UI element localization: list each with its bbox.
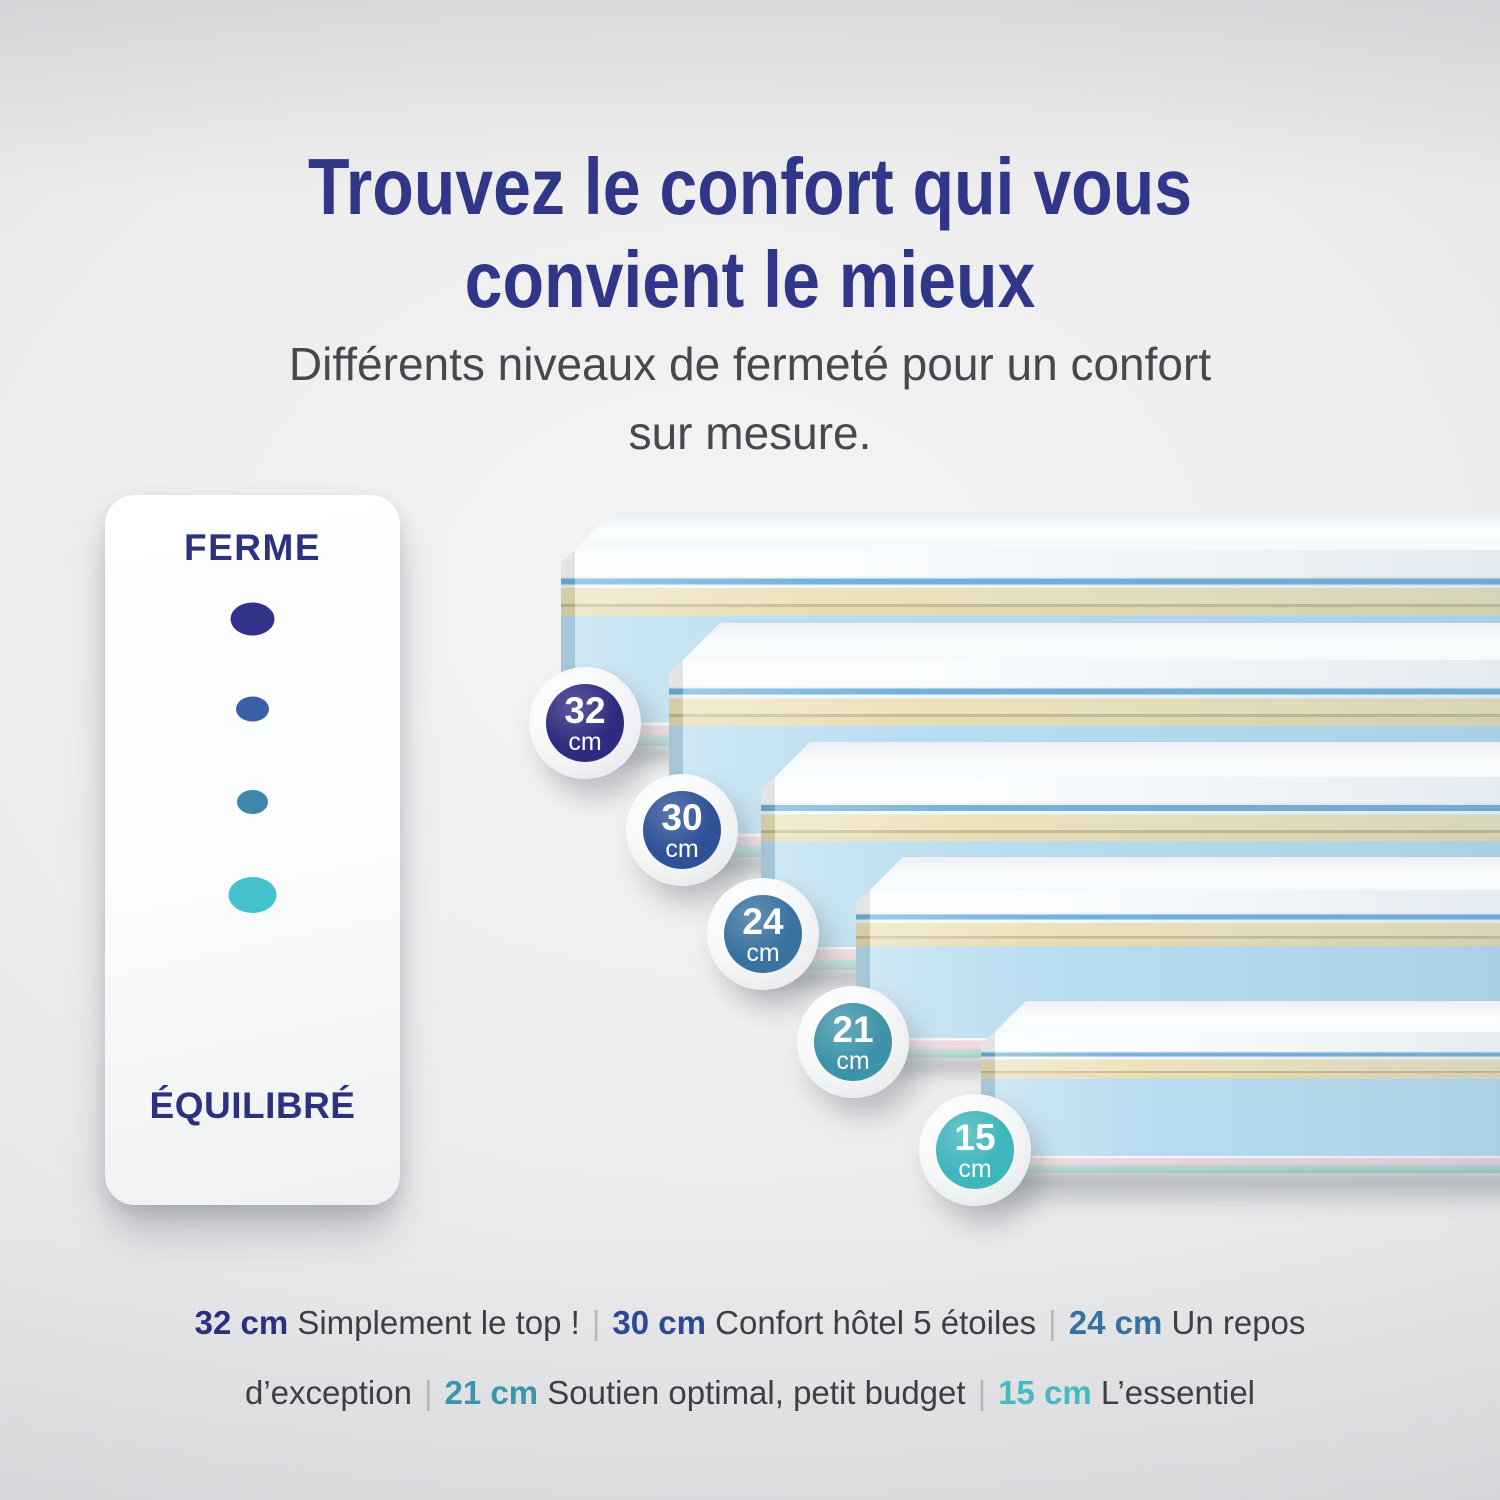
size-badge-unit: cm	[665, 834, 699, 863]
caption-separator: |	[423, 1373, 433, 1411]
mattress-top-face	[775, 742, 1500, 777]
size-badge-circle: 21 cm	[814, 1003, 892, 1081]
size-badge-circle: 24 cm	[724, 895, 802, 973]
firmness-label-ferme: FERME	[184, 527, 321, 568]
caption-description: Confort hôtel 5 étoiles	[715, 1304, 1037, 1341]
page-title: Trouvez le confort qui vous convient le …	[113, 140, 1388, 327]
caption-segment: 24 cm Un repos d’exception	[245, 1304, 1305, 1411]
scale-dot-ferme	[230, 602, 275, 636]
mattress-top-face	[870, 857, 1500, 890]
size-badge-unit: cm	[958, 1154, 992, 1183]
page-title-line2: convient le mieux	[464, 235, 1036, 325]
caption-size: 30 cm	[612, 1304, 706, 1341]
caption-segment: 21 cm Soutien optimal, petit budget	[445, 1374, 966, 1411]
mattress-front-face	[995, 1032, 1500, 1173]
mattress	[977, 1001, 1500, 1219]
caption-description: Soutien optimal, petit budget	[547, 1373, 966, 1411]
mattress-top-face	[683, 623, 1500, 660]
size-badge-value: 32	[564, 689, 606, 731]
size-badge-unit: cm	[568, 727, 602, 756]
caption-size: 24 cm	[1068, 1304, 1163, 1341]
size-badge-circle: 30 cm	[643, 791, 721, 869]
mattress-shadow	[977, 1173, 1500, 1219]
page-title-line1: Trouvez le confort qui vous	[307, 141, 1193, 231]
page-subtitle-line2: sur mesure.	[628, 407, 872, 459]
firmness-scale-graphic	[228, 602, 277, 913]
size-badge: 30 cm	[626, 774, 738, 886]
caption-segment: 15 cm L’essentiel	[998, 1374, 1255, 1411]
caption-description: L’essentiel	[1100, 1373, 1255, 1411]
size-badge: 24 cm	[707, 878, 819, 990]
size-badge: 21 cm	[797, 986, 909, 1098]
firmness-label-equilibre: ÉQUILIBRÉ	[149, 1085, 356, 1126]
caption-segment: 30 cm Confort hôtel 5 étoiles	[612, 1304, 1036, 1341]
mattress-top-face	[995, 1001, 1500, 1032]
caption: 32 cm Simplement le top ! | 30 cm Confort …	[110, 1288, 1390, 1428]
size-badge-unit: cm	[746, 938, 780, 967]
size-badge-value: 15	[954, 1116, 996, 1158]
page-subtitle-line1: Différents niveaux de fermeté pour un co…	[288, 338, 1212, 390]
size-badge-unit: cm	[836, 1046, 870, 1075]
scale-dot-mid-upper	[236, 696, 269, 722]
firmness-scale-card: FERME ÉQUILIBRÉ	[105, 495, 400, 1205]
size-badge-value: 24	[742, 900, 784, 942]
page-subtitle: Différents niveaux de fermeté pour un co…	[0, 330, 1500, 468]
caption-segment: 32 cm Simplement le top !	[195, 1304, 580, 1341]
caption-separator: |	[591, 1304, 601, 1341]
caption-size: 21 cm	[444, 1373, 539, 1411]
scale-dot-mid-lower	[237, 790, 268, 814]
size-badge: 32 cm	[529, 667, 641, 779]
size-badge: 15 cm	[919, 1094, 1031, 1206]
caption-description: Un repos d’exception	[244, 1304, 1306, 1411]
caption-size: 32 cm	[194, 1304, 289, 1341]
scale-dot-equilibre	[228, 877, 277, 913]
size-badge-value: 21	[832, 1008, 874, 1050]
caption-separator: |	[1048, 1304, 1057, 1341]
mattress-top-face	[575, 512, 1500, 550]
size-badge-value: 30	[661, 796, 703, 838]
size-badge-circle: 32 cm	[546, 684, 624, 762]
caption-size: 15 cm	[998, 1373, 1092, 1411]
caption-separator: |	[977, 1373, 987, 1411]
caption-description: Simplement le top !	[297, 1304, 580, 1341]
size-badge-circle: 15 cm	[936, 1111, 1014, 1189]
